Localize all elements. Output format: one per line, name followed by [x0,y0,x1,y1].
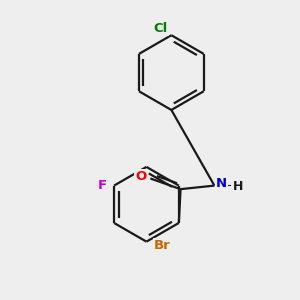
Text: Br: Br [154,239,170,252]
Text: O: O [136,170,147,183]
Text: N: N [216,177,227,190]
Text: Cl: Cl [154,22,168,34]
Text: F: F [98,179,107,192]
Text: H: H [233,180,244,193]
